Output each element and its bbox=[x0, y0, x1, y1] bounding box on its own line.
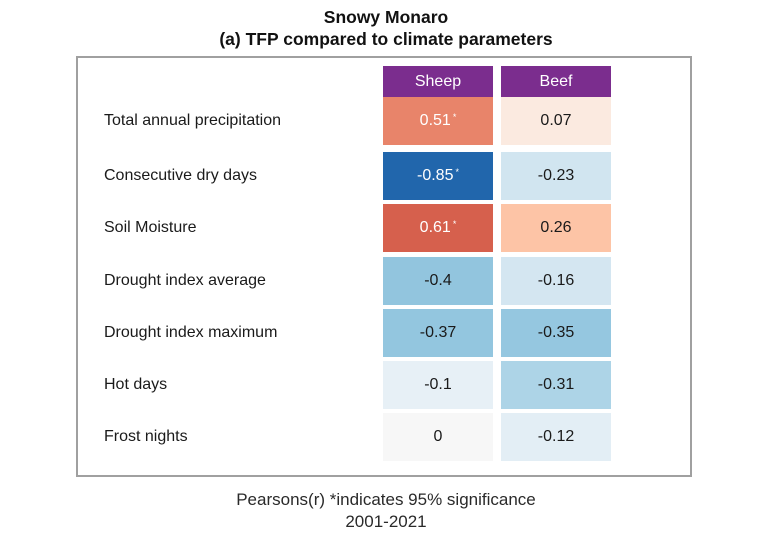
significance-marker: * bbox=[452, 112, 457, 122]
row-label: Consecutive dry days bbox=[104, 167, 257, 184]
cell-value: 0.07 bbox=[540, 112, 572, 129]
cell-value: 0.61 bbox=[419, 219, 451, 236]
cell-value: -0.37 bbox=[419, 324, 457, 341]
cell-value: -0.1 bbox=[424, 376, 452, 393]
row-label: Soil Moisture bbox=[104, 219, 197, 236]
chart-frame bbox=[76, 56, 692, 477]
column-header-beef: Beef bbox=[501, 66, 611, 97]
chart-subtitle: (a) TFP compared to climate parameters bbox=[219, 29, 553, 49]
heatmap-cell: -0.1 bbox=[383, 361, 493, 409]
row-label: Drought index maximum bbox=[104, 324, 278, 341]
cell-value: 0.26 bbox=[540, 219, 572, 236]
cell-value: -0.85 bbox=[417, 167, 454, 184]
row-label: Drought index average bbox=[104, 272, 266, 289]
period-label: 2001-2021 bbox=[345, 512, 427, 531]
footnote: Pearsons(r) *indicates 95% significance bbox=[236, 490, 536, 509]
cell-value: -0.35 bbox=[537, 324, 575, 341]
cell-value: -0.12 bbox=[537, 428, 575, 445]
cell-value: 0.51 bbox=[419, 112, 451, 129]
significance-marker: * bbox=[455, 167, 459, 177]
cell-value: 0 bbox=[433, 428, 443, 445]
chart-title: Snowy Monaro bbox=[323, 7, 449, 27]
heatmap-cell: 0.61 * bbox=[383, 204, 493, 252]
cell-value: -0.31 bbox=[537, 376, 575, 393]
significance-marker: * bbox=[452, 219, 457, 229]
column-header-sheep: Sheep bbox=[383, 66, 493, 97]
heatmap-cell: -0.23 bbox=[501, 152, 611, 200]
heatmap-cell: -0.35 bbox=[501, 309, 611, 357]
cell-value: -0.4 bbox=[424, 272, 452, 289]
heatmap-cell: 0 bbox=[383, 413, 493, 461]
cell-value: -0.23 bbox=[537, 167, 575, 184]
heatmap-cell: -0.4 bbox=[383, 257, 493, 305]
heatmap-cell: -0.37 bbox=[383, 309, 493, 357]
heatmap-cell: 0.51 * bbox=[383, 97, 493, 145]
heatmap-cell: 0.26 bbox=[501, 204, 611, 252]
heatmap-cell: 0.07 bbox=[501, 97, 611, 145]
heatmap-cell: -0.85 * bbox=[383, 152, 493, 200]
heatmap-cell: -0.16 bbox=[501, 257, 611, 305]
row-label: Frost nights bbox=[104, 428, 188, 445]
cell-value: -0.16 bbox=[537, 272, 575, 289]
row-label: Hot days bbox=[104, 376, 168, 393]
row-label: Total annual precipitation bbox=[104, 112, 282, 129]
heatmap-cell: -0.12 bbox=[501, 413, 611, 461]
heatmap-cell: -0.31 bbox=[501, 361, 611, 409]
